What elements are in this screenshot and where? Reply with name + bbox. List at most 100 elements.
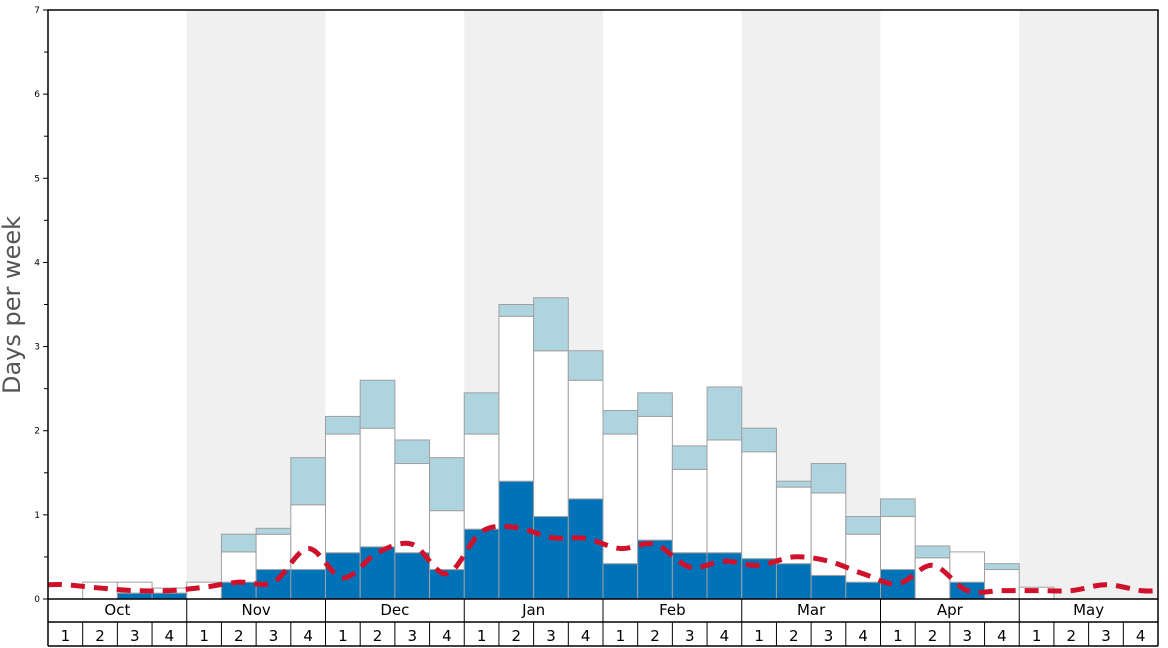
week-label: 3 [962,627,972,645]
y-tick-label: 7 [34,6,40,16]
bar-segment [359,546,396,600]
week-label: 1 [61,627,71,645]
week-label: 2 [512,627,522,645]
bar-segment [775,480,812,488]
bar-segment [602,433,639,565]
bar-segment [949,551,986,583]
week-label: 3 [269,627,279,645]
week-label: 3 [685,627,695,645]
week-label: 4 [442,627,452,645]
week-label: 2 [650,627,660,645]
week-label: 3 [1101,627,1111,645]
bar-segment [429,457,465,512]
y-tick-label: 2 [34,427,40,437]
bar-segment [671,468,708,554]
month-band-may [1019,10,1158,599]
week-label: 4 [581,627,591,645]
bar-segment [637,392,673,417]
bar-segment [394,552,431,600]
week-label: 4 [997,627,1007,645]
bar-segment [914,545,951,559]
week-label: 4 [720,627,730,645]
month-label: Feb [659,601,686,619]
bar-segment [706,386,743,441]
bar-segment [741,427,777,453]
week-label: 1 [893,627,903,645]
month-label: Dec [380,601,409,619]
bar-segment [775,486,812,565]
bar-segment [463,528,500,600]
bar-segment [325,433,361,554]
y-axis-label: Days per week [0,216,26,394]
bar-segment [567,498,604,600]
bar-segment [567,379,604,500]
y-axis: 0 1 2 3 4 5 6 7 [34,6,48,605]
y-tick-label: 5 [34,174,40,184]
bar-segment [671,552,708,600]
bar-segment [706,439,743,554]
bar-segment [498,480,535,600]
bar-segment [533,350,569,518]
bar-segment [82,581,118,600]
bar-segment [775,563,812,600]
bar-segment [116,592,153,600]
bar-segment [255,533,292,571]
bar-segment [498,315,535,482]
bars [82,297,1055,600]
week-label: 1 [1032,627,1042,645]
bar-segment [394,439,431,465]
week-label: 1 [616,627,626,645]
bar-segment [602,563,639,600]
month-label: Mar [797,601,826,619]
bar-segment [290,457,326,506]
week-label: 3 [407,627,417,645]
week-label: 3 [824,627,834,645]
bar-segment [220,533,257,553]
bar-segment [567,350,604,381]
month-label: Apr [937,601,964,619]
week-label: 4 [1136,627,1146,645]
bar-segment [290,569,326,600]
month-label: May [1073,601,1104,619]
week-label: 3 [546,627,556,645]
bar-segment [845,516,881,535]
bar-segment [463,392,500,435]
bar-segment [810,463,847,494]
bar-segment [220,581,257,600]
y-tick-label: 6 [34,90,40,100]
average-line-group [47,523,1159,595]
week-label: 2 [789,627,799,645]
bar-segment [671,445,708,470]
bar-segment [533,297,569,352]
y-tick-label: 3 [34,343,40,353]
bar-segment [810,574,847,600]
bar-segment [463,433,500,530]
week-label: 2 [928,627,938,645]
bar-segment [880,516,916,571]
average-line [47,523,1159,595]
bar-segment [602,410,639,435]
week-label: 1 [477,627,487,645]
bar-segment [637,415,673,541]
x-axis: Oct 1 2 3 4 Nov 1 2 3 4 Dec 1 2 3 4 Jan 1 2 3 4 Feb 1 2 3 4 Mar 1 2… [47,599,1159,647]
week-label: 2 [95,627,105,645]
week-label: 2 [1067,627,1077,645]
bar-segment [151,592,188,600]
week-label: 4 [165,627,175,645]
bar-segment [325,415,361,435]
y-tick-label: 1 [34,511,40,521]
bar-segment [394,463,431,554]
week-label: 4 [858,627,868,645]
month-label: Oct [104,601,130,619]
bar-segment [741,451,777,560]
bar-segment [359,379,396,429]
bar-segment [255,527,292,535]
y-tick-label: 0 [34,595,40,605]
bar-segment [984,569,1020,600]
month-label: Jan [521,601,545,619]
month-label: Nov [241,601,270,619]
week-label: 1 [199,627,209,645]
bar-segment [880,498,916,518]
bar-segment [810,492,847,576]
